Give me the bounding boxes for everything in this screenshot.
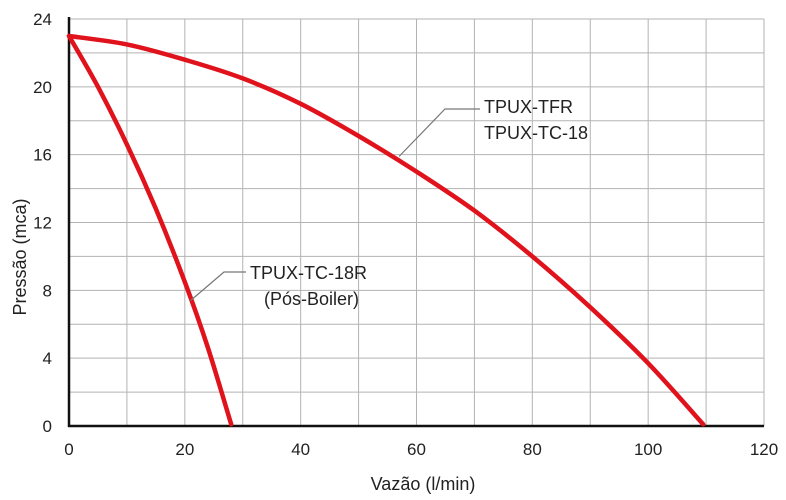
x-tick-label: 80 [523,440,542,459]
x-tick-label: 100 [634,440,662,459]
x-tick-label: 0 [64,440,73,459]
annotation-leader-line [398,108,480,157]
x-axis-title: Vazão (l/min) [371,474,476,494]
grid-lines [69,18,765,426]
x-tick-label: 20 [175,440,194,459]
annotation-leader-line [190,271,246,301]
tick-labels: 0 20 40 60 80 100 120 0 4 8 12 16 20 24 [33,10,778,459]
x-tick-label: 60 [407,440,426,459]
y-axis-title: Pressão (mca) [10,198,30,315]
y-tick-label: 12 [33,214,52,233]
y-tick-label: 16 [33,146,52,165]
annotations: TPUX-TFR TPUX-TC-18 TPUX-TC-18R (Pós-Boiler… [190,97,588,309]
y-tick-label: 4 [43,349,52,368]
series-lines [66,33,706,427]
annotation-label: TPUX-TC-18R [250,263,367,283]
annotation-label: TPUX-TC-18 [484,123,588,143]
series-line-2 [66,33,234,427]
annotation-label: (Pós-Boiler) [264,289,359,309]
x-tick-label: 40 [291,440,310,459]
series-line-1 [66,33,706,427]
y-tick-label: 0 [43,417,52,436]
annotation-label: TPUX-TFR [484,97,573,117]
y-tick-label: 8 [43,281,52,300]
axes [67,17,764,428]
y-tick-label: 24 [33,10,52,29]
y-tick-label: 20 [33,78,52,97]
x-tick-label: 120 [750,440,778,459]
